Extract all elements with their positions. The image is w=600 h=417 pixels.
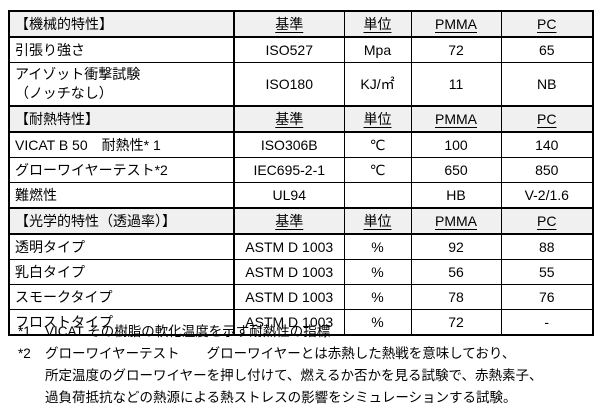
- standard-cell: ASTM D 1003: [233, 259, 345, 285]
- table-row-milky-type: 乳白タイプ ASTM D 1003 % 56 55: [8, 259, 594, 285]
- material-properties-table: 【機械的特性】 基準 単位 PMMA PC 引張り強さ ISO527 Mpa 7…: [8, 10, 594, 336]
- property-name-cell: 引張り強さ: [8, 36, 235, 63]
- section-title-mechanical: 【機械的特性】: [8, 10, 235, 38]
- section-header-row-mechanical: 【機械的特性】 基準 単位 PMMA PC: [8, 10, 594, 38]
- property-name-cell: 乳白タイプ: [8, 259, 235, 285]
- property-name-cell: アイゾット衝撃試験 （ノッチなし）: [8, 62, 235, 107]
- pmma-value-cell: 56: [410, 259, 502, 285]
- pmma-value-cell: 11: [410, 62, 502, 107]
- column-header-pc-label: PC: [537, 213, 557, 229]
- column-header-pc: PC: [500, 10, 594, 38]
- footnote-marker: [18, 387, 45, 409]
- pmma-value-cell: 78: [410, 284, 502, 310]
- property-name-cell: 透明タイプ: [8, 233, 235, 260]
- unit-cell: %: [343, 259, 412, 285]
- footnote-text: VICAT その樹脂の軟化温度を示す耐熱性の指標: [45, 324, 331, 339]
- footnote-marker: *2: [18, 346, 31, 361]
- property-name-cell: 難燃性: [8, 182, 235, 209]
- column-header-pmma: PMMA: [410, 105, 502, 133]
- pc-value-cell: 55: [500, 259, 594, 285]
- table-row-glow-wire: グローワイヤーテスト*2 IEC695-2-1 ℃ 650 850: [8, 157, 594, 183]
- column-header-pc-label: PC: [537, 111, 557, 127]
- column-header-standard-label: 基準: [275, 111, 304, 127]
- standard-cell: ASTM D 1003: [233, 309, 345, 336]
- column-header-standard-label: 基準: [275, 16, 304, 32]
- column-header-unit-label: 単位: [363, 16, 392, 32]
- table-row-transparent-type: 透明タイプ ASTM D 1003 % 92 88: [8, 233, 594, 260]
- column-header-unit-label: 単位: [363, 111, 392, 127]
- table-row-vicat: VICAT B 50 耐熱性* 1 ISO306B ℃ 100 140: [8, 131, 594, 158]
- column-header-standard-label: 基準: [275, 213, 304, 229]
- property-name-cell: スモークタイプ: [8, 284, 235, 310]
- standard-cell: ISO306B: [233, 131, 345, 158]
- column-header-pc-label: PC: [537, 16, 557, 32]
- unit-cell: Mpa: [343, 36, 412, 63]
- column-header-unit-label: 単位: [363, 213, 392, 229]
- table-row-izod-impact: アイゾット衝撃試験 （ノッチなし） ISO180 KJ/㎡ 11 NB: [8, 62, 594, 107]
- footnote-2-line-3: 過負荷抵抗などの熱源による熱ストレスの影響をシミュレーションする試験。: [18, 387, 590, 409]
- pmma-value-cell: 72: [410, 36, 502, 63]
- unit-cell: [343, 182, 412, 209]
- column-header-standard: 基準: [233, 207, 345, 235]
- footnote-text: 所定温度のグローワイヤーを押し付けて、燃えるか否かを見る試験で、赤熱素子、: [45, 368, 543, 383]
- pc-value-cell: 88: [500, 233, 594, 260]
- pc-value-cell: V-2/1.6: [500, 182, 594, 209]
- table-row-flammability: 難燃性 UL94 HB V-2/1.6: [8, 182, 594, 209]
- pc-value-cell: 850: [500, 157, 594, 183]
- pmma-value-cell: 650: [410, 157, 502, 183]
- pc-value-cell: 140: [500, 131, 594, 158]
- pmma-value-cell: 72: [410, 309, 502, 336]
- footnotes: *1 VICAT その樹脂の軟化温度を示す耐熱性の指標 *2 グローワイヤーテス…: [18, 321, 590, 409]
- pmma-value-cell: HB: [410, 182, 502, 209]
- section-title-heat: 【耐熱特性】: [8, 105, 235, 133]
- property-name-cell: VICAT B 50 耐熱性* 1: [8, 131, 235, 158]
- column-header-pmma: PMMA: [410, 10, 502, 38]
- column-header-standard: 基準: [233, 10, 345, 38]
- footnote-text: 過負荷抵抗などの熱源による熱ストレスの影響をシミュレーションする試験。: [45, 390, 517, 405]
- standard-cell: ISO527: [233, 36, 345, 63]
- standard-cell: UL94: [233, 182, 345, 209]
- unit-cell: ℃: [343, 157, 412, 183]
- property-name-cell: フロストタイプ: [8, 309, 235, 336]
- footnote-1: *1 VICAT その樹脂の軟化温度を示す耐熱性の指標: [18, 321, 590, 343]
- column-header-unit: 単位: [343, 105, 412, 133]
- footnote-marker: [18, 365, 45, 387]
- column-header-pmma-label: PMMA: [435, 213, 477, 229]
- column-header-pmma-label: PMMA: [435, 16, 477, 32]
- standard-cell: ASTM D 1003: [233, 284, 345, 310]
- footnote-marker: *1: [18, 324, 31, 339]
- pc-value-cell: NB: [500, 62, 594, 107]
- pc-value-cell: 76: [500, 284, 594, 310]
- pmma-value-cell: 100: [410, 131, 502, 158]
- pc-value-cell: -: [500, 309, 594, 336]
- column-header-unit: 単位: [343, 207, 412, 235]
- unit-cell: %: [343, 233, 412, 260]
- column-header-pc: PC: [500, 207, 594, 235]
- standard-cell: ISO180: [233, 62, 345, 107]
- section-header-row-optical: 【光学的特性（透過率）】 基準 単位 PMMA PC: [8, 207, 594, 235]
- standard-cell: ASTM D 1003: [233, 233, 345, 260]
- pc-value-cell: 65: [500, 36, 594, 63]
- unit-cell: KJ/㎡: [343, 62, 412, 107]
- footnote-2-line-1: *2 グローワイヤーテスト グローワイヤーとは赤熱した熱戦を意味しており、: [18, 343, 590, 365]
- footnote-text: グローワイヤーテスト グローワイヤーとは赤熱した熱戦を意味しており、: [45, 346, 516, 361]
- standard-cell: IEC695-2-1: [233, 157, 345, 183]
- column-header-pmma: PMMA: [410, 207, 502, 235]
- column-header-pmma-label: PMMA: [435, 111, 477, 127]
- table-row-frost-type: フロストタイプ ASTM D 1003 % 72 -: [8, 309, 594, 336]
- column-header-standard: 基準: [233, 105, 345, 133]
- column-header-pc: PC: [500, 105, 594, 133]
- table-row-smoke-type: スモークタイプ ASTM D 1003 % 78 76: [8, 284, 594, 310]
- unit-cell: ℃: [343, 131, 412, 158]
- table-row-tensile-strength: 引張り強さ ISO527 Mpa 72 65: [8, 36, 594, 63]
- property-name-cell: グローワイヤーテスト*2: [8, 157, 235, 183]
- section-title-optical: 【光学的特性（透過率）】: [8, 207, 235, 235]
- pmma-value-cell: 92: [410, 233, 502, 260]
- unit-cell: %: [343, 284, 412, 310]
- column-header-unit: 単位: [343, 10, 412, 38]
- section-header-row-heat: 【耐熱特性】 基準 単位 PMMA PC: [8, 105, 594, 133]
- footnote-2-line-2: 所定温度のグローワイヤーを押し付けて、燃えるか否かを見る試験で、赤熱素子、: [18, 365, 590, 387]
